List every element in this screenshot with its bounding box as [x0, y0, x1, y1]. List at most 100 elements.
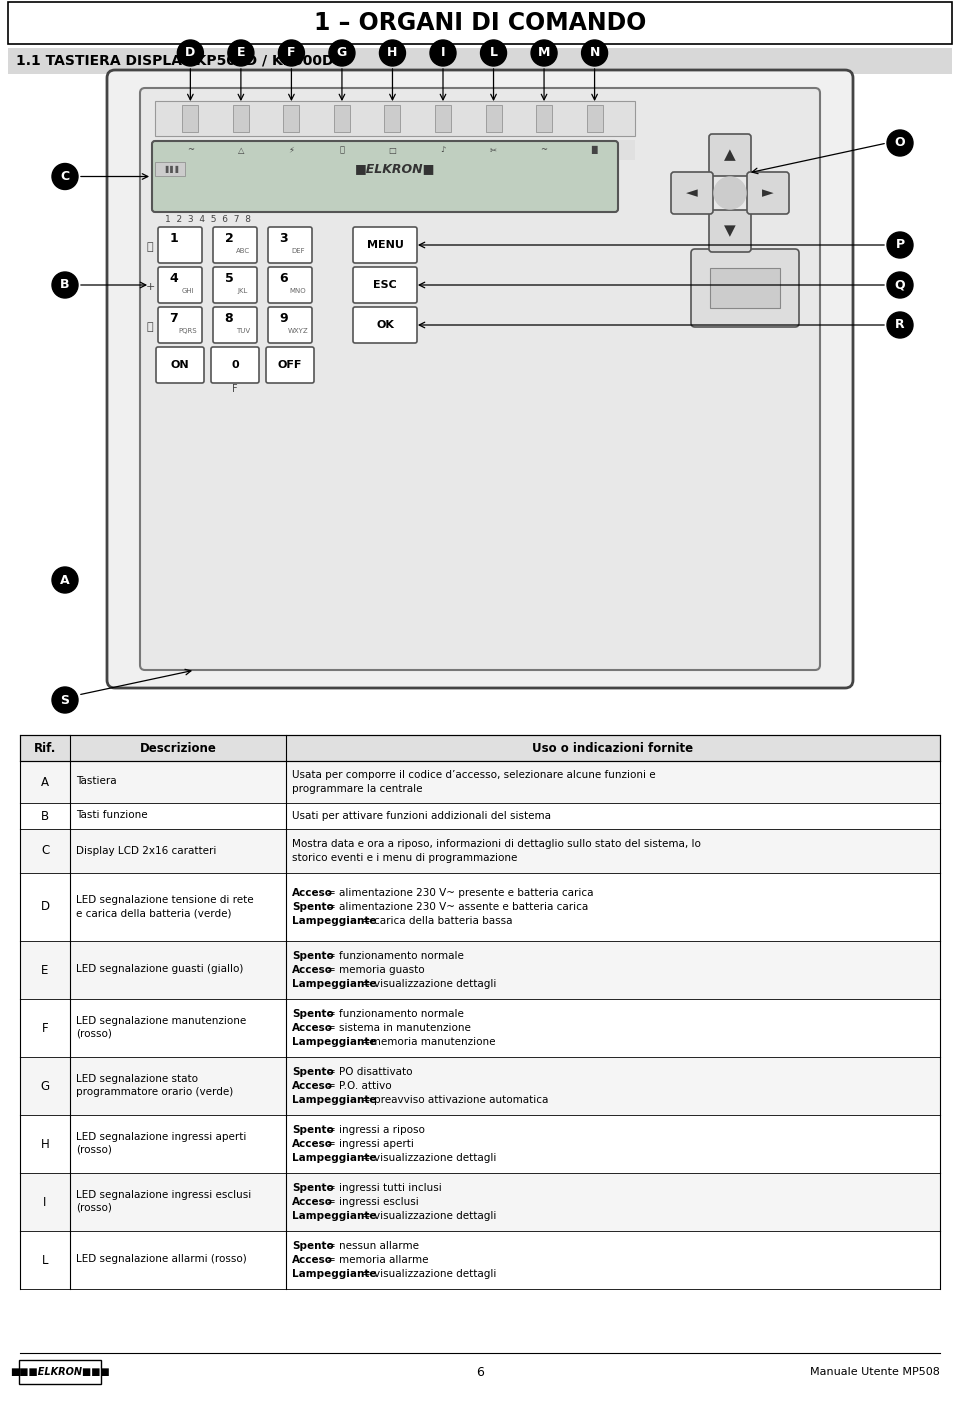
Text: ON: ON [171, 361, 189, 370]
Text: S: S [60, 693, 69, 707]
Text: 6: 6 [476, 1365, 484, 1379]
Text: C: C [60, 170, 69, 182]
Circle shape [329, 41, 355, 66]
Circle shape [714, 177, 746, 209]
FancyBboxPatch shape [158, 267, 202, 303]
Text: GHI: GHI [181, 288, 194, 295]
Circle shape [531, 41, 557, 66]
Bar [155, 140, 635, 160]
Text: = ingressi tutti inclusi: = ingressi tutti inclusi [326, 1183, 442, 1193]
Circle shape [178, 41, 204, 66]
Text: = sistema in manutenzione: = sistema in manutenzione [326, 1023, 470, 1033]
Text: H: H [40, 1138, 49, 1150]
Text: OFF: OFF [277, 361, 302, 370]
Circle shape [379, 41, 405, 66]
Text: ▼: ▼ [724, 223, 736, 239]
Circle shape [582, 41, 608, 66]
Text: = carica della batteria bassa: = carica della batteria bassa [362, 916, 512, 926]
Text: = visualizzazione dettagli: = visualizzazione dettagli [362, 1211, 496, 1221]
Text: = visualizzazione dettagli: = visualizzazione dettagli [362, 1268, 496, 1280]
Bar [384, 105, 400, 132]
Text: Lampeggiante: Lampeggiante [292, 979, 376, 989]
Text: △: △ [238, 146, 244, 154]
Text: Acceso: Acceso [292, 888, 333, 898]
Text: = P.O. attivo: = P.O. attivo [326, 1080, 392, 1092]
Text: = nessun allarme: = nessun allarme [326, 1242, 419, 1251]
FancyBboxPatch shape [19, 1360, 101, 1383]
Text: TUV: TUV [236, 328, 250, 334]
Text: ▉: ▉ [591, 146, 598, 154]
Text: LED segnalazione manutenzione: LED segnalazione manutenzione [76, 1016, 247, 1026]
FancyBboxPatch shape [211, 347, 259, 383]
Text: ⏰: ⏰ [340, 146, 345, 154]
Text: Lampeggiante: Lampeggiante [292, 1037, 376, 1047]
Text: Uso o indicazioni fornite: Uso o indicazioni fornite [532, 742, 693, 755]
Text: Spento: Spento [292, 902, 334, 912]
FancyBboxPatch shape [266, 347, 314, 383]
Text: 1.1 TASTIERA DISPLAY KP500D / KP500DV: 1.1 TASTIERA DISPLAY KP500D / KP500DV [16, 53, 345, 67]
Text: 0: 0 [231, 361, 239, 370]
Text: Spento: Spento [292, 1009, 334, 1019]
Text: ✂: ✂ [490, 146, 497, 154]
Text: OK: OK [376, 320, 394, 330]
Bar [283, 105, 300, 132]
Text: ESC: ESC [373, 281, 396, 290]
Text: = alimentazione 230 V~ presente e batteria carica: = alimentazione 230 V~ presente e batter… [326, 888, 593, 898]
Bar [155, 161, 185, 175]
Bar [20, 803, 940, 829]
Text: Usata per comporre il codice d’accesso, selezionare alcune funzioni e: Usata per comporre il codice d’accesso, … [292, 770, 656, 780]
Text: programmare la centrale: programmare la centrale [292, 784, 422, 794]
Text: Lampeggiante: Lampeggiante [292, 1153, 376, 1163]
Text: 🔥: 🔥 [147, 241, 154, 253]
Bar [182, 105, 199, 132]
Text: B: B [60, 279, 70, 292]
Text: ►: ► [762, 185, 774, 201]
Text: LED segnalazione guasti (giallo): LED segnalazione guasti (giallo) [76, 964, 244, 975]
Text: Lampeggiante: Lampeggiante [292, 916, 376, 926]
Text: = funzionamento normale: = funzionamento normale [326, 1009, 464, 1019]
Text: R: R [895, 318, 905, 331]
Text: 1  2  3  4  5  6  7  8: 1 2 3 4 5 6 7 8 [165, 215, 251, 224]
Text: F: F [41, 1021, 48, 1034]
Text: P: P [896, 239, 904, 251]
Text: =memoria manutenzione: =memoria manutenzione [362, 1037, 495, 1047]
Text: ■ELKRON■: ■ELKRON■ [355, 163, 435, 175]
Text: DEF: DEF [291, 248, 305, 254]
Bar [20, 1173, 940, 1230]
Text: 🛡: 🛡 [147, 323, 154, 333]
Text: MNO: MNO [290, 288, 306, 295]
Text: 4: 4 [170, 272, 179, 285]
Text: storico eventi e i menu di programmazione: storico eventi e i menu di programmazion… [292, 853, 517, 863]
Text: Acceso: Acceso [292, 1256, 333, 1266]
Text: Manuale Utente MP508: Manuale Utente MP508 [810, 1367, 940, 1376]
Text: = alimentazione 230 V~ assente e batteria carica: = alimentazione 230 V~ assente e batteri… [326, 902, 588, 912]
Text: A: A [60, 574, 70, 586]
Text: D: D [185, 46, 196, 59]
FancyBboxPatch shape [213, 267, 257, 303]
Text: 9: 9 [279, 313, 288, 325]
Text: Mostra data e ora a riposo, informazioni di dettaglio sullo stato del sistema, l: Mostra data e ora a riposo, informazioni… [292, 839, 701, 849]
Text: = ingressi aperti: = ingressi aperti [326, 1139, 414, 1149]
Text: □: □ [389, 146, 396, 154]
Text: Usati per attivare funzioni addizionali del sistema: Usati per attivare funzioni addizionali … [292, 811, 551, 821]
Circle shape [887, 130, 913, 156]
Text: Acceso: Acceso [292, 965, 333, 975]
FancyBboxPatch shape [353, 227, 417, 262]
Text: ~: ~ [187, 146, 194, 154]
Circle shape [278, 41, 304, 66]
Text: E: E [41, 964, 49, 976]
Text: Spento: Spento [292, 1242, 334, 1251]
Text: C: C [41, 845, 49, 857]
Text: Lampeggiante: Lampeggiante [292, 1268, 376, 1280]
Text: = preavviso attivazione automatica: = preavviso attivazione automatica [362, 1094, 548, 1106]
Text: Spento: Spento [292, 1183, 334, 1193]
FancyBboxPatch shape [353, 307, 417, 342]
Text: Acceso: Acceso [292, 1080, 333, 1092]
Circle shape [887, 311, 913, 338]
Text: WXYZ: WXYZ [288, 328, 308, 334]
Circle shape [430, 41, 456, 66]
Text: = visualizzazione dettagli: = visualizzazione dettagli [362, 979, 496, 989]
Text: LED segnalazione tensione di rete: LED segnalazione tensione di rete [76, 895, 253, 905]
Bar [710, 268, 780, 309]
Text: G: G [337, 46, 348, 59]
